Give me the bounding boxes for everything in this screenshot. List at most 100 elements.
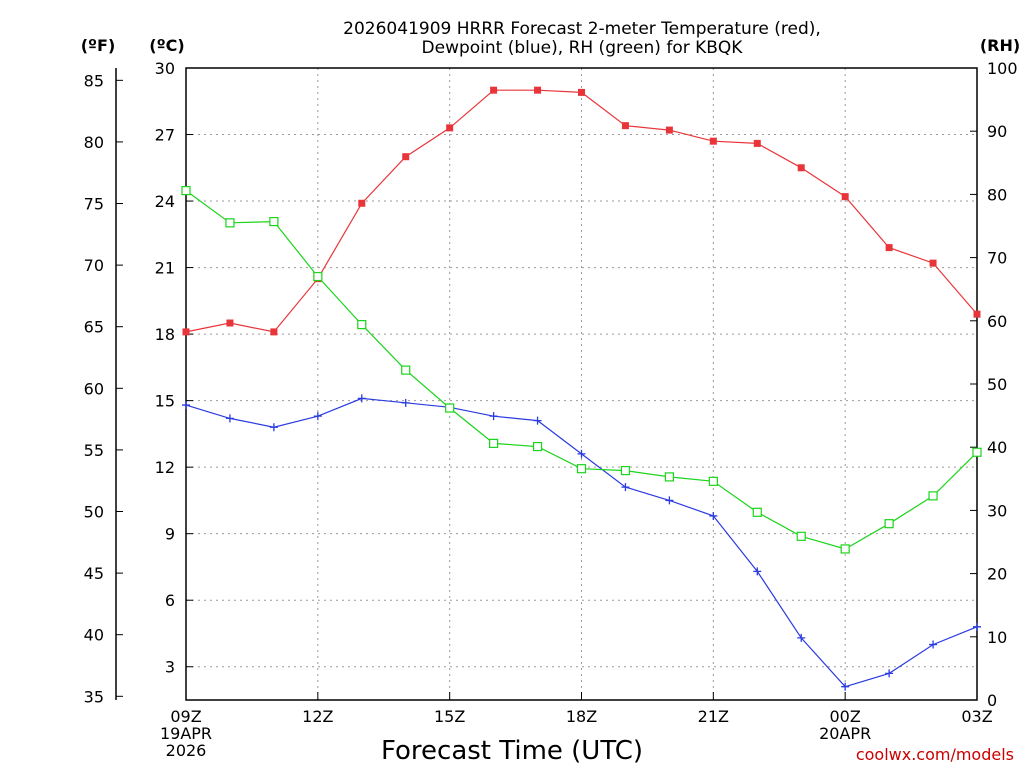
x-tick-label: 21Z (698, 707, 729, 726)
dewpoint-point (841, 682, 850, 691)
dewpoint-point (182, 401, 190, 410)
fahrenheit-tick-label: 35 (84, 687, 104, 706)
chart-title-line1: 2026041909 HRRR Forecast 2-meter Tempera… (343, 19, 821, 39)
rh-point (489, 438, 499, 449)
2-meter-temperature-point (270, 328, 278, 336)
x-tick-label: 00Z (830, 707, 861, 726)
dewpoint-point (533, 416, 542, 425)
rh-point (796, 531, 806, 541)
fahrenheit-tick-label: 80 (84, 133, 104, 152)
2-meter-temperature-point (621, 122, 629, 130)
2-meter-temperature-point (490, 86, 498, 94)
fahrenheit-tick-label: 40 (84, 626, 104, 645)
fahrenheit-tick-label: 65 (84, 318, 104, 337)
x-tick-label: 2026 (166, 741, 207, 760)
2-meter-temperature-point (358, 199, 366, 207)
dewpoint-point (753, 567, 762, 576)
data-series (181, 86, 982, 691)
celsius-tick-label: 27 (155, 126, 175, 145)
rh-point (620, 465, 631, 476)
x-tick-label: 03Z (961, 707, 992, 726)
fahrenheit-tick-label: 85 (84, 71, 104, 90)
rh-point (840, 544, 850, 554)
chart-title-line2: Dewpoint (blue), RH (green) for KBQK (422, 38, 744, 58)
rh-point (357, 319, 367, 330)
rh-tick-label: 100 (987, 59, 1018, 78)
fahrenheit-tick-label: 45 (84, 564, 104, 583)
rh-point (401, 365, 411, 375)
fahrenheit-tick-label: 75 (84, 195, 104, 214)
plot-area-frame (185, 67, 978, 701)
celsius-tick-label: 3 (165, 658, 175, 677)
credit-label: coolwx.com/models (856, 745, 1014, 764)
dewpoint-point (577, 449, 586, 458)
celsius-tick-label: 9 (165, 525, 175, 544)
x-tick-label: 15Z (434, 707, 465, 726)
celsius-unit-label: (ºC) (149, 36, 184, 55)
rh-point (664, 472, 674, 482)
rh-tick-label: 0 (987, 691, 997, 710)
fahrenheit-unit-label: (ºF) (81, 36, 116, 55)
rh-point (269, 216, 279, 227)
rh-tick-label: 90 (987, 122, 1007, 141)
dewpoint-point (401, 398, 410, 407)
rh-tick-label: 20 (987, 565, 1007, 584)
dewpoint-point (357, 394, 366, 403)
2-meter-temperature-point (753, 139, 761, 147)
2-meter-temperature-point (446, 124, 454, 132)
celsius-tick-label: 24 (155, 192, 175, 211)
2-meter-temperature-point (402, 153, 410, 161)
x-axis-label: Forecast Time (UTC) (381, 736, 643, 766)
2-meter-temperature-line (185, 89, 978, 333)
celsius-tick-label: 15 (155, 392, 175, 411)
dewpoint-point (973, 622, 981, 631)
rh-point (225, 218, 235, 228)
2-meter-temperature-point (665, 126, 673, 134)
celsius-tick-label: 6 (165, 591, 175, 610)
rh-tick-label: 30 (987, 501, 1007, 520)
2-meter-temperature-point (797, 164, 805, 172)
rh-tick-label: 50 (987, 375, 1007, 394)
rh-point (313, 271, 323, 282)
dewpoint-point (489, 412, 498, 421)
rh-unit-label: (RH) (980, 36, 1020, 55)
dewpoint-point (929, 640, 938, 649)
fahrenheit-tick-label: 55 (84, 441, 104, 460)
x-tick-label: 09Z (170, 707, 201, 726)
fahrenheit-tick-label: 50 (84, 503, 104, 522)
rh-point (532, 441, 543, 452)
2-meter-temperature-point (973, 310, 981, 318)
rh-point (445, 403, 455, 413)
rh-tick-label: 60 (987, 312, 1007, 331)
celsius-tick-label: 21 (155, 259, 175, 278)
2-meter-temperature-point (709, 137, 717, 145)
celsius-tick-label: 30 (155, 59, 175, 78)
x-tick-label: 18Z (566, 707, 597, 726)
rh-tick-label: 80 (987, 185, 1007, 204)
dewpoint-point (709, 511, 718, 520)
dewpoint-point (269, 423, 278, 432)
fahrenheit-tick-label: 70 (84, 256, 104, 275)
fahrenheit-tick-label: 60 (84, 379, 104, 398)
dewpoint-point (313, 412, 322, 421)
2-meter-temperature-point (534, 86, 542, 94)
2-meter-temperature-point (182, 328, 190, 336)
rh-point (972, 447, 982, 457)
dewpoint-point (621, 483, 630, 492)
rh-point (884, 519, 894, 529)
rh-tick-label: 40 (987, 438, 1007, 457)
celsius-tick-label: 18 (155, 325, 175, 344)
2-meter-temperature-point (929, 259, 937, 267)
rh-point (576, 464, 587, 474)
rh-tick-label: 70 (987, 249, 1007, 268)
x-tick-label: 19APR (160, 724, 212, 743)
rh-point (752, 507, 762, 517)
dewpoint-point (885, 669, 894, 678)
rh-tick-label: 10 (987, 628, 1007, 647)
celsius-tick-label: 12 (155, 458, 175, 477)
rh-point (708, 476, 718, 486)
2-meter-temperature-point (578, 88, 585, 96)
dewpoint-point (225, 414, 234, 423)
dewpoint-point (665, 496, 674, 505)
